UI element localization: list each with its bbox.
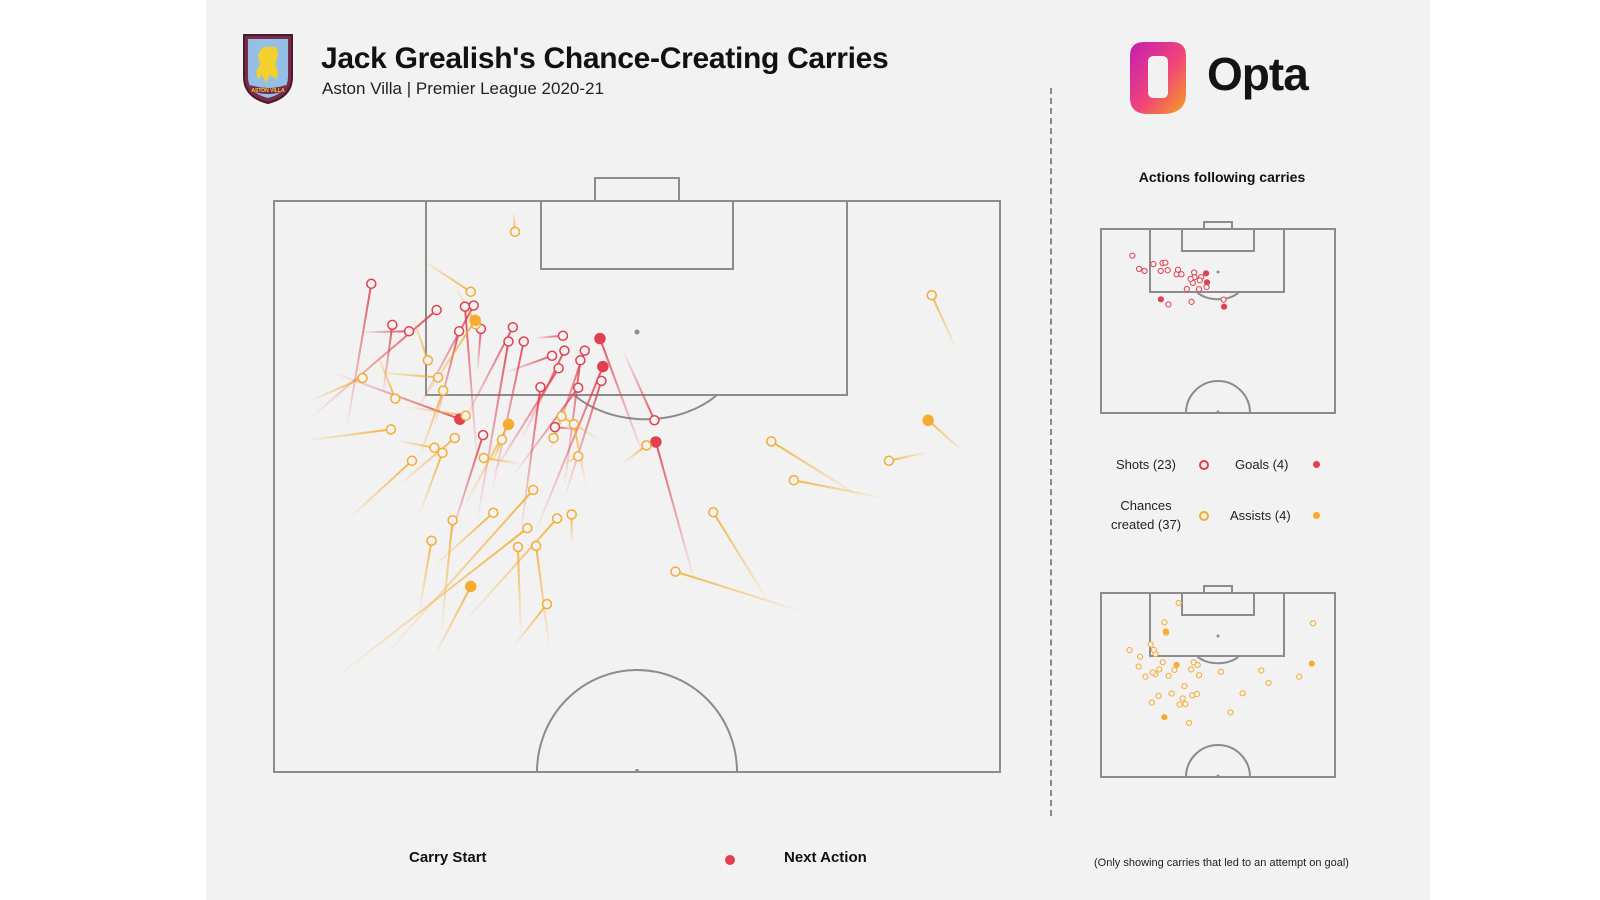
shot-location-point [1183,285,1190,293]
chance-location-point [1187,666,1195,673]
side-panel-title: Actions following carries [1138,169,1306,185]
chance-location-point [1156,666,1163,673]
mini-pitch-1-markings [1100,221,1336,414]
goal-location-point [1202,270,1210,277]
shots-locations-chart [1100,221,1336,414]
legend-goals-marker [1313,461,1320,468]
chance-location-point [1181,683,1188,690]
chance-location-point [1135,663,1142,670]
shot-location-point [1162,259,1169,266]
shot-location-point [1196,277,1203,284]
legend-shots-label: Shots (23) [1116,457,1176,472]
shot-location-point [1195,286,1203,293]
footnote: (Only showing carries that led to an att… [1094,857,1349,869]
shot-location-point [1187,275,1194,282]
mini-pitch-2-markings [1100,585,1336,778]
crest-label: ASTON VILLA [251,88,285,94]
chance-location-point [1179,695,1186,702]
chance-location-point [1161,619,1168,626]
shot-location-point [1188,298,1195,305]
chance-location-point [1136,653,1144,660]
assist-location-point [1173,661,1180,669]
legend-chances-line1: Chances [1120,498,1172,513]
shot-location-point [1141,267,1148,275]
brand-name: Opta [1207,48,1309,100]
chance-location-point [1239,690,1246,697]
legend-chances-line2: created (37) [1110,517,1182,532]
chance-location-point [1150,646,1157,653]
legend-chances-marker [1199,511,1209,521]
chance-location-point [1265,679,1272,687]
chart-subtitle: Aston Villa | Premier League 2020-21 [322,79,604,98]
shot-location-point [1191,269,1198,276]
chance-location-point [1258,667,1265,674]
shot-location-point [1136,265,1143,273]
chance-location-point [1227,709,1234,716]
legend-carry-start: Carry Start [409,849,487,866]
goal-location-point [1203,279,1211,286]
chance-location-point [1159,659,1166,666]
legend-assists-marker [1313,512,1320,519]
chance-location-point [1182,701,1189,708]
chance-location-point [1142,673,1149,680]
chance-location-point [1175,599,1182,607]
chances-locations-chart [1100,585,1336,778]
legend-goals-label: Goals (4) [1235,457,1289,472]
shot-location-point [1164,267,1171,274]
carry-legend-line [548,855,735,865]
shot-location-point [1157,267,1164,275]
chance-location-point [1185,719,1193,727]
shot-location-point [1165,301,1172,308]
chart-title: Jack Grealish's Chance-Creating Carries [321,42,889,75]
assist-location-point [1162,628,1169,635]
chance-location-point [1155,692,1162,699]
chance-location-point [1176,701,1183,708]
shot-location-point [1178,271,1185,278]
chance-location-point [1148,699,1155,706]
shot-location-point [1129,252,1136,259]
chance-location-point [1147,641,1154,648]
shot-location-point [1174,266,1182,273]
assist-location-point [1161,714,1168,721]
club-crest-icon: ASTON VILLA [243,34,293,105]
chance-location-point [1309,620,1317,627]
chance-location-point [1126,646,1133,654]
legend-assists-label: Assists (4) [1230,508,1291,523]
chance-location-point [1171,666,1178,674]
panel-divider [1050,88,1052,816]
chance-location-point [1168,690,1175,697]
chance-location-point [1149,669,1156,676]
shot-location-point [1150,261,1157,268]
shot-location-point [1220,296,1227,303]
goal-location-point [1220,303,1228,310]
legend-next-action: Next Action [784,849,867,866]
chance-location-point [1165,672,1172,679]
opta-logo-icon [1130,42,1186,114]
chance-location-point [1194,661,1201,669]
chance-location-point [1193,690,1201,698]
chance-location-point [1296,673,1303,680]
goal-location-point [1157,296,1165,303]
chance-location-point [1195,672,1203,679]
assist-location-point [1308,660,1315,667]
legend-shots-marker [1199,460,1209,470]
chance-location-point [1217,668,1225,675]
